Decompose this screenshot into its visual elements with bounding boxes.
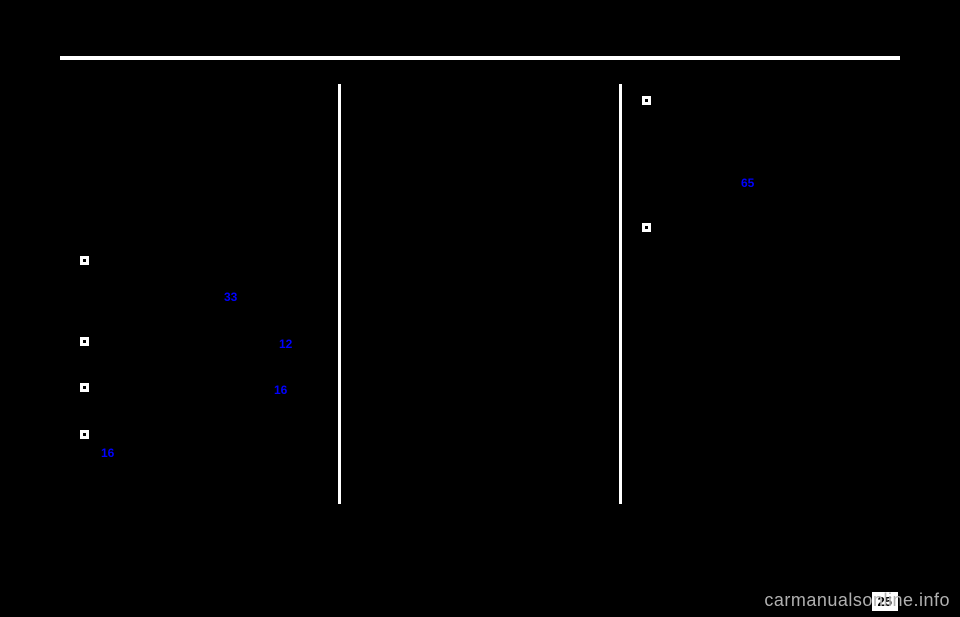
- column-3: 65: [622, 84, 900, 504]
- item-body: 16: [99, 381, 318, 400]
- list-item: [642, 221, 880, 239]
- bullet-icon: [642, 96, 651, 105]
- column-2: [341, 84, 619, 504]
- bullet-icon: [80, 430, 89, 439]
- list-item: 16: [80, 381, 318, 400]
- bullet-list: 33 12 16 16: [80, 254, 318, 462]
- bullet-list: 65: [642, 94, 880, 239]
- header-rule: [60, 56, 900, 60]
- list-item: 33: [80, 254, 318, 307]
- manual-page: 33 12 16 16: [60, 20, 900, 587]
- page-ref-link[interactable]: 33: [224, 288, 237, 306]
- list-item: 12: [80, 335, 318, 354]
- item-body: [661, 221, 880, 239]
- list-item: 16: [80, 428, 318, 463]
- item-body: 12: [99, 335, 318, 354]
- bullet-icon: [80, 337, 89, 346]
- bullet-icon: [80, 383, 89, 392]
- page-ref-link[interactable]: 12: [279, 335, 292, 353]
- bullet-icon: [642, 223, 651, 232]
- bullet-icon: [80, 256, 89, 265]
- watermark-text: carmanualsonline.info: [764, 590, 950, 611]
- column-container: 33 12 16 16: [60, 84, 900, 504]
- item-body: 16: [99, 428, 318, 463]
- item-body: 33: [99, 254, 318, 307]
- page-ref-link[interactable]: 16: [101, 444, 114, 462]
- column-1: 33 12 16 16: [60, 84, 338, 504]
- list-item: 65: [642, 94, 880, 193]
- item-body: 65: [661, 94, 880, 193]
- page-ref-link[interactable]: 16: [274, 381, 287, 399]
- page-ref-link[interactable]: 65: [741, 174, 754, 192]
